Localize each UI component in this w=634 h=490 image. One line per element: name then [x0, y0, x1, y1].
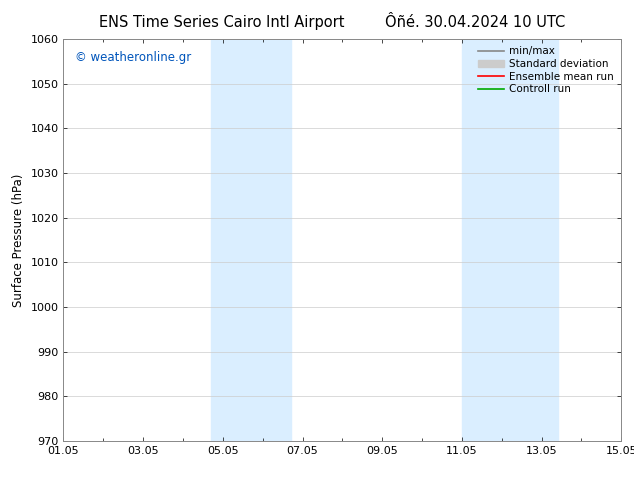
Text: Ôñé. 30.04.2024 10 UTC: Ôñé. 30.04.2024 10 UTC: [385, 15, 566, 30]
Bar: [462, 39, 557, 441]
Y-axis label: Surface Pressure (hPa): Surface Pressure (hPa): [12, 173, 25, 307]
Bar: [211, 39, 290, 441]
Legend: min/max, Standard deviation, Ensemble mean run, Controll run: min/max, Standard deviation, Ensemble me…: [476, 45, 616, 97]
Text: © weatheronline.gr: © weatheronline.gr: [75, 51, 191, 64]
Text: ENS Time Series Cairo Intl Airport: ENS Time Series Cairo Intl Airport: [99, 15, 345, 30]
